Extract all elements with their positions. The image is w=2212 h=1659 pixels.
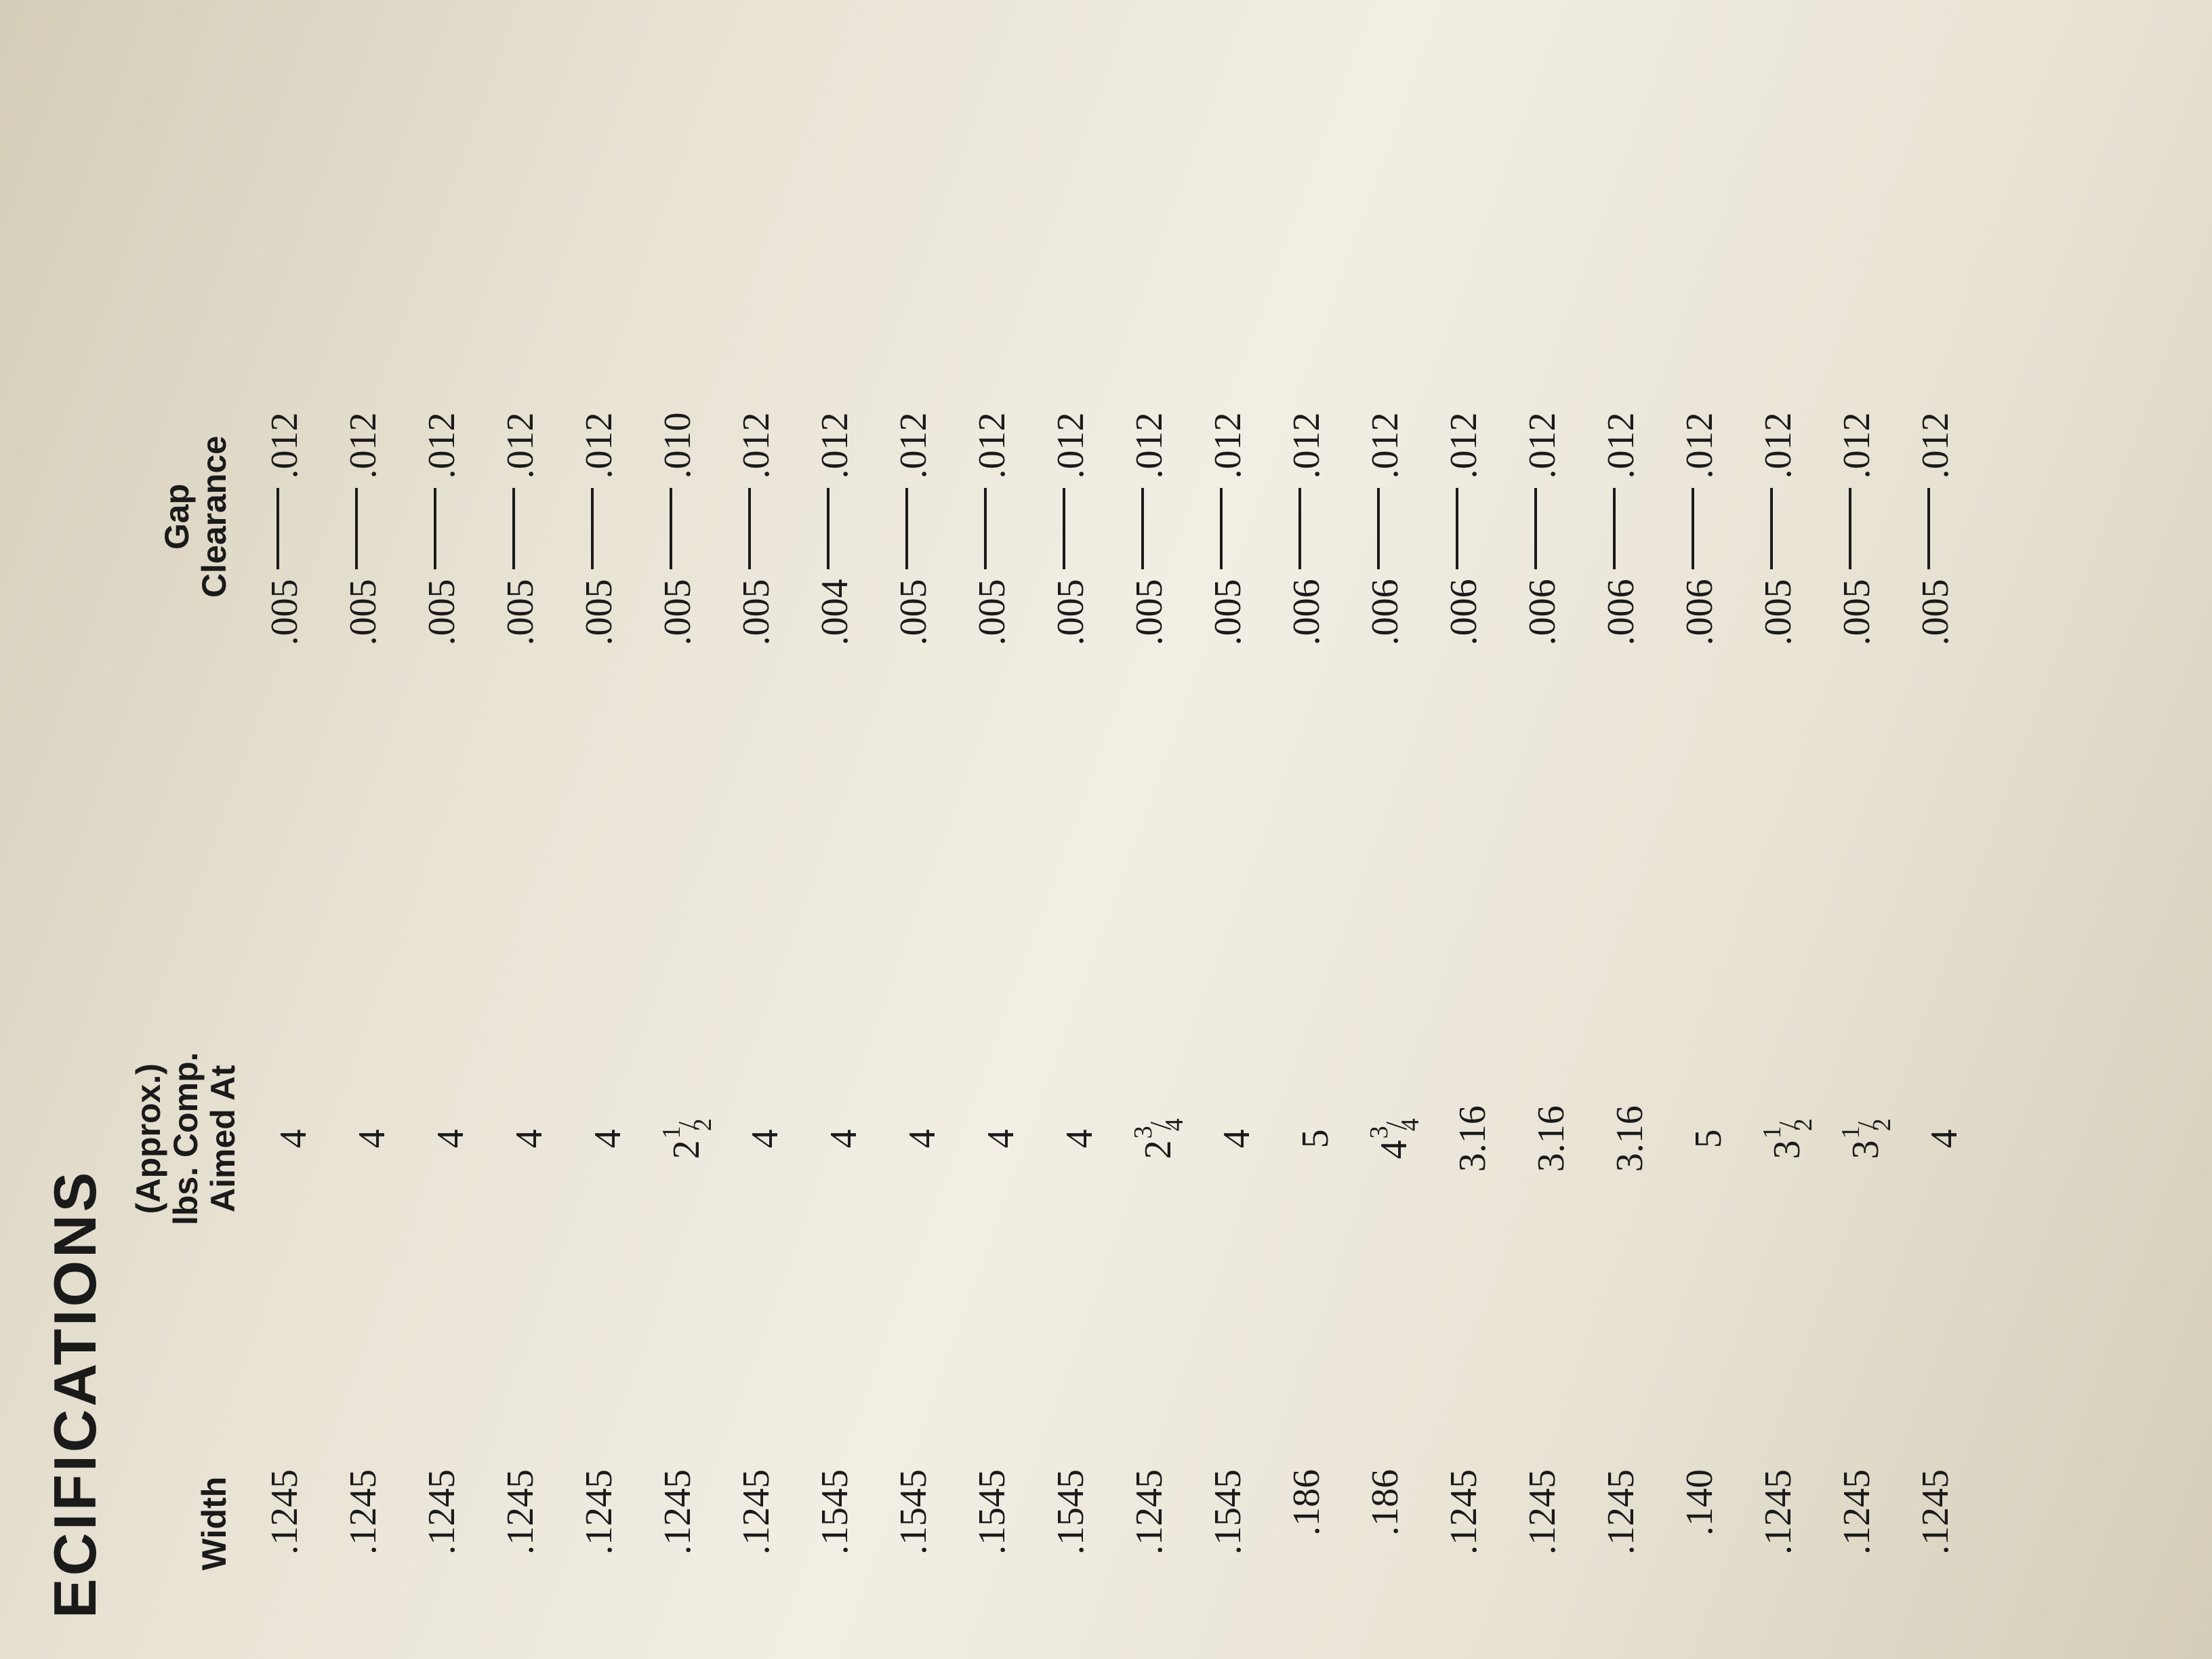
page-container: ECIFICATIONS Width .1245.1245.1245.1245.… <box>0 0 2212 1659</box>
comp-cell: 3.16 <box>1591 1052 1669 1225</box>
gap-cell: .005.012 <box>403 381 481 652</box>
gap-cell: .006.012 <box>1346 381 1425 652</box>
comp-cell: 31/2 <box>1748 1052 1826 1225</box>
gap-cell: .005.012 <box>481 381 560 652</box>
width-header-text: Width <box>196 1456 233 1591</box>
gap-column-body: .005.012.005.012.005.012.005.012.005.012… <box>245 381 1975 652</box>
gap-cell: .005.012 <box>1189 381 1267 652</box>
comp-cell: 4 <box>804 1052 883 1225</box>
comp-cell: 4 <box>883 1052 962 1225</box>
gap-cell: .005.012 <box>874 381 953 652</box>
gap-cell: .006.012 <box>1267 381 1346 652</box>
comp-cell: 4 <box>254 1052 333 1225</box>
comp-cell: 5 <box>1276 1052 1355 1225</box>
comp-cell: 4 <box>569 1052 647 1225</box>
gap-cell: .005.012 <box>1896 381 1975 652</box>
comp-cell: 31/2 <box>1826 1052 1905 1225</box>
gap-cell: .006.012 <box>1660 381 1739 652</box>
comp-column-header: (Approx.) lbs. Comp. Aimed At <box>130 1052 254 1225</box>
gap-cell: .006.012 <box>1425 381 1503 652</box>
width-cell: .1545 <box>1189 1456 1267 1591</box>
page-title: ECIFICATIONS <box>41 68 110 1618</box>
comp-cell: 4 <box>962 1052 1040 1225</box>
comp-cell: 3.16 <box>1433 1052 1512 1225</box>
gap-cell: .005.012 <box>1739 381 1818 652</box>
width-cell: .1545 <box>796 1456 874 1591</box>
gap-header-line1: Gap <box>159 381 196 652</box>
width-cell: .1245 <box>324 1456 403 1591</box>
gap-column-header: Gap Clearance <box>130 381 245 652</box>
width-column-body: .1245.1245.1245.1245.1245.1245.1245.1545… <box>245 1456 1975 1591</box>
gap-cell: .005.012 <box>1818 381 1896 652</box>
width-cell: .186 <box>1346 1456 1425 1591</box>
gap-cell: .005.012 <box>1031 381 1110 652</box>
comp-header-line1: (Approx.) <box>130 1052 167 1225</box>
width-cell: .1245 <box>481 1456 560 1591</box>
specifications-table: Width .1245.1245.1245.1245.1245.1245.124… <box>130 68 1984 1591</box>
width-cell: .1545 <box>1031 1456 1110 1591</box>
width-cell: .1245 <box>1818 1456 1896 1591</box>
width-cell: .186 <box>1267 1456 1346 1591</box>
gap-cell: .005.012 <box>717 381 796 652</box>
gap-cell: .005.012 <box>953 381 1031 652</box>
width-cell: .1245 <box>403 1456 481 1591</box>
comp-cell: 4 <box>1040 1052 1119 1225</box>
gap-cell: .004.012 <box>796 381 874 652</box>
width-cell: .1545 <box>953 1456 1031 1591</box>
comp-cell: 5 <box>1669 1052 1748 1225</box>
comp-cell: 4 <box>1197 1052 1276 1225</box>
width-cell: .1245 <box>1110 1456 1189 1591</box>
comp-cell: 3.16 <box>1512 1052 1591 1225</box>
comp-cell: 4 <box>490 1052 569 1225</box>
width-column-header: Width <box>130 1456 245 1591</box>
width-cell: .1245 <box>1503 1456 1582 1591</box>
comp-cell: 43/4 <box>1355 1052 1433 1225</box>
comp-header-line3: Aimed At <box>205 1052 242 1225</box>
comp-header-line2: lbs. Comp. <box>167 1052 205 1225</box>
gap-cell: .005.012 <box>324 381 403 652</box>
gap-cell: .005.012 <box>1110 381 1189 652</box>
gap-cell: .006.012 <box>1503 381 1582 652</box>
comp-column: (Approx.) lbs. Comp. Aimed At 4444421/24… <box>130 1052 1984 1225</box>
gap-column: Gap Clearance .005.012.005.012.005.012.0… <box>130 381 1984 652</box>
comp-cell: 4 <box>1905 1052 1984 1225</box>
comp-cell: 4 <box>726 1052 804 1225</box>
width-cell: .1245 <box>1582 1456 1660 1591</box>
width-cell: .1245 <box>717 1456 796 1591</box>
width-cell: .1245 <box>560 1456 638 1591</box>
comp-column-body: 4444421/24444423/44543/43.163.163.16531/… <box>254 1052 1984 1225</box>
gap-cell: .006.012 <box>1582 381 1660 652</box>
comp-cell: 4 <box>333 1052 411 1225</box>
width-cell: .1245 <box>1425 1456 1503 1591</box>
width-cell: .140 <box>1660 1456 1739 1591</box>
gap-cell: .005.012 <box>560 381 638 652</box>
width-cell: .1245 <box>1896 1456 1975 1591</box>
width-cell: .1545 <box>874 1456 953 1591</box>
comp-cell: 23/4 <box>1119 1052 1197 1225</box>
comp-cell: 21/2 <box>647 1052 726 1225</box>
gap-cell: .005.010 <box>638 381 717 652</box>
width-cell: .1245 <box>638 1456 717 1591</box>
width-column: Width .1245.1245.1245.1245.1245.1245.124… <box>130 1456 1984 1591</box>
width-cell: .1245 <box>1739 1456 1818 1591</box>
comp-cell: 4 <box>411 1052 490 1225</box>
width-cell: .1245 <box>245 1456 324 1591</box>
gap-header-line2: Clearance <box>196 381 233 652</box>
gap-cell: .005.012 <box>245 381 324 652</box>
